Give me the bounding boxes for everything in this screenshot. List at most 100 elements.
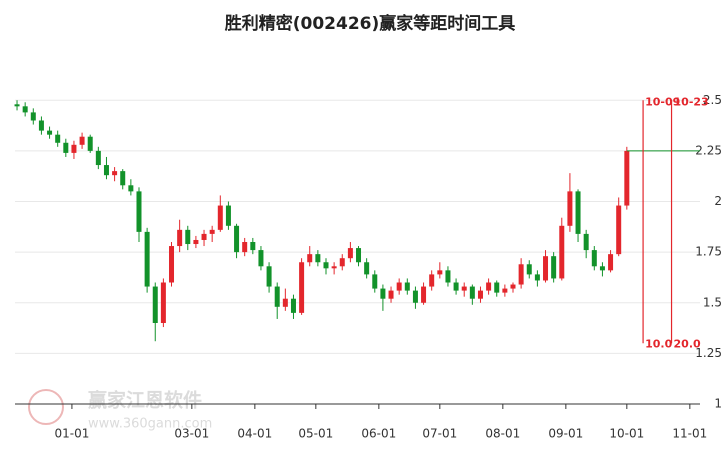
candle-body <box>47 130 53 135</box>
candle-body <box>120 171 126 186</box>
candle-body <box>502 288 508 293</box>
candle-body <box>510 284 516 289</box>
candle-body <box>169 246 175 283</box>
watermark-logo <box>28 389 64 425</box>
candle-body <box>388 290 394 299</box>
y-tick-label: 1 <box>714 397 722 411</box>
candle-body <box>315 254 321 263</box>
candle-body <box>494 282 500 293</box>
x-tick-label: 10-01 <box>609 427 644 441</box>
candle-body <box>282 298 288 307</box>
candle-body <box>372 274 378 289</box>
y-tick-label: 2 <box>714 194 722 208</box>
candle-body <box>608 254 614 271</box>
candle-body <box>209 229 215 234</box>
candle-body <box>518 264 524 285</box>
candle-body <box>445 270 451 283</box>
time-line-label: 20.0 <box>674 337 701 350</box>
candle-body <box>307 254 313 263</box>
x-tick-label: 05-01 <box>298 427 333 441</box>
candle-body <box>356 248 362 263</box>
candle-body <box>486 282 492 291</box>
candle-body <box>234 225 240 253</box>
candle-body <box>477 290 483 299</box>
candle-body <box>526 264 532 275</box>
watermark-url: www.360gann.com <box>88 417 212 432</box>
candle-body <box>87 136 93 151</box>
candle-body <box>71 144 77 153</box>
candle-body <box>55 134 61 143</box>
candle-body <box>323 262 329 269</box>
candle-body <box>112 171 118 176</box>
candle-body <box>266 266 272 287</box>
candle-body <box>591 250 597 267</box>
candle-body <box>193 239 199 245</box>
candle-body <box>242 242 248 253</box>
candle-body <box>534 274 540 281</box>
candle-body <box>339 258 345 267</box>
candle-body <box>453 282 459 291</box>
candle-body <box>22 106 28 113</box>
candle-body <box>14 104 20 107</box>
x-tick-label: 07-01 <box>422 427 457 441</box>
candle-body <box>95 150 101 166</box>
y-tick-label: 2.25 <box>695 143 722 157</box>
time-line-date: 10-23 <box>674 95 709 108</box>
candle-body <box>185 229 191 245</box>
candle-body <box>103 165 109 176</box>
candle-body <box>299 262 305 313</box>
candle-body <box>160 282 166 323</box>
y-tick-label: 1.5 <box>703 295 722 309</box>
x-tick-label: 08-01 <box>485 427 520 441</box>
candle-body <box>364 262 370 275</box>
candle-body <box>543 256 549 281</box>
watermark-name: 赢家江恩软件 <box>88 389 202 412</box>
candle-body <box>250 242 256 251</box>
candle-body <box>144 231 150 287</box>
time-line-label: 10.0 <box>645 337 672 350</box>
candle-body <box>225 205 231 226</box>
candle-body <box>551 256 557 279</box>
candle-body <box>567 191 573 226</box>
candle-body <box>437 270 443 275</box>
candle-body <box>79 136 85 145</box>
candle-body <box>583 233 589 251</box>
candle-body <box>38 120 44 131</box>
candle-body <box>412 290 418 303</box>
candle-body <box>258 250 264 267</box>
chart-title: 胜利精密(002426)赢家等距时间工具 <box>225 13 516 34</box>
candle-body <box>396 282 402 291</box>
candle-body <box>63 142 69 153</box>
x-tick-label: 04-01 <box>237 427 272 441</box>
y-tick-label: 2.5 <box>703 93 722 107</box>
x-tick-label: 09-01 <box>548 427 583 441</box>
candle-body <box>599 266 605 271</box>
candle-body <box>575 191 581 234</box>
candle-body <box>217 205 223 230</box>
candle-body <box>469 286 475 299</box>
candle-body <box>177 229 183 247</box>
x-tick-label: 06-01 <box>361 427 396 441</box>
candle-body <box>290 298 296 313</box>
candle-body <box>136 191 142 232</box>
watermark: 赢家江恩软件 www.360gann.com <box>28 389 212 432</box>
candle-body <box>404 282 410 291</box>
x-tick-label: 03-01 <box>174 427 209 441</box>
candle-body <box>429 274 435 287</box>
candle-body <box>559 225 565 279</box>
x-tick-label: 11-01 <box>672 427 707 441</box>
y-tick-label: 1.25 <box>695 346 722 360</box>
candle-body <box>461 286 467 291</box>
candle-body <box>331 266 337 269</box>
candle-body <box>624 150 630 206</box>
candle-body <box>347 248 353 259</box>
candle-body <box>380 288 386 299</box>
candle-body <box>421 286 427 303</box>
candle-body <box>152 286 158 323</box>
candle-body <box>30 112 36 121</box>
x-tick-label: 01-01 <box>54 427 89 441</box>
candle-body <box>616 205 622 255</box>
candle-body <box>274 286 280 307</box>
candle-body <box>201 233 207 240</box>
